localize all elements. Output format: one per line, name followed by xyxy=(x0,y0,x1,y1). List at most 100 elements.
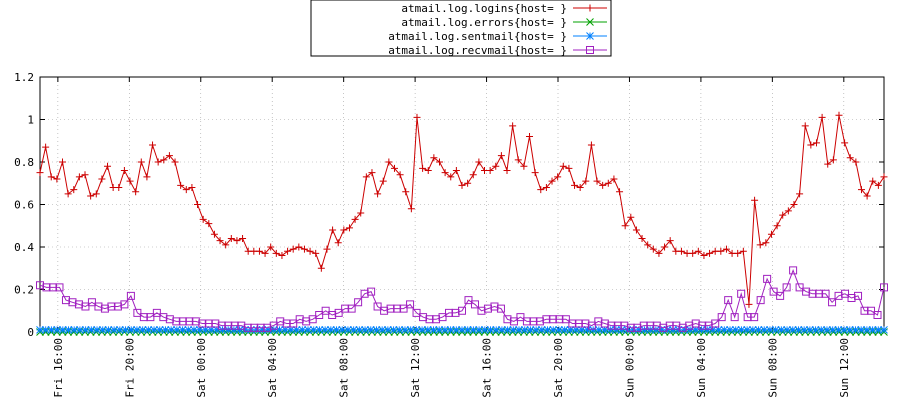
data-point xyxy=(178,326,187,334)
data-point xyxy=(880,326,888,334)
data-point xyxy=(828,326,837,334)
data-point xyxy=(361,326,369,334)
data-point xyxy=(445,308,454,317)
data-point xyxy=(869,177,877,185)
legend-label: atmail.log.logins{host= } xyxy=(401,2,567,15)
data-point xyxy=(783,326,791,334)
data-point xyxy=(419,164,427,172)
data-point xyxy=(309,326,318,334)
data-point xyxy=(120,300,129,309)
data-point xyxy=(161,326,170,334)
data-point xyxy=(854,291,863,300)
y-tick-label: 0.8 xyxy=(14,156,34,169)
data-point xyxy=(577,326,586,334)
data-point xyxy=(452,326,461,334)
data-point xyxy=(321,306,330,315)
data-point xyxy=(321,326,329,334)
data-point xyxy=(790,201,798,208)
data-point xyxy=(583,326,592,334)
data-point xyxy=(284,247,292,255)
data-point xyxy=(401,326,409,334)
data-point xyxy=(204,319,213,328)
data-point xyxy=(171,158,179,166)
data-point xyxy=(385,158,393,166)
data-point xyxy=(70,186,78,194)
data-point xyxy=(300,245,308,253)
data-point xyxy=(292,326,301,334)
data-point xyxy=(629,326,637,334)
data-point xyxy=(784,207,792,215)
y-tick-label: 0 xyxy=(27,326,34,339)
data-point xyxy=(847,294,856,302)
data-point xyxy=(380,306,389,315)
data-point xyxy=(126,291,135,300)
data-point xyxy=(509,122,517,130)
data-point xyxy=(817,326,826,334)
data-point xyxy=(267,243,275,251)
data-point xyxy=(762,239,770,247)
data-point xyxy=(278,252,286,259)
data-point xyxy=(374,190,382,198)
data-point xyxy=(555,315,564,324)
data-point xyxy=(674,326,683,334)
data-point xyxy=(212,326,221,334)
data-point xyxy=(835,111,843,119)
data-point xyxy=(53,175,61,183)
data-point xyxy=(195,326,204,334)
data-point xyxy=(604,179,612,187)
data-point xyxy=(526,326,535,334)
data-point xyxy=(243,323,252,332)
data-point xyxy=(469,326,478,334)
data-point xyxy=(829,156,837,164)
data-point xyxy=(406,300,415,309)
data-point xyxy=(498,326,506,334)
series-4 xyxy=(36,266,888,332)
data-point xyxy=(593,177,601,185)
data-point xyxy=(691,319,700,328)
data-point xyxy=(639,321,648,330)
legend-marker xyxy=(586,4,594,12)
data-point xyxy=(295,243,303,251)
x-tick-label: Sat 16:00 xyxy=(481,338,494,398)
axes: 0 0.2 0.4 0.6 0.8 1 1.2 Fri 16:00 Fri 20:00 Sat 0… xyxy=(14,71,884,398)
data-point xyxy=(332,326,341,334)
data-point xyxy=(808,289,817,298)
data-point xyxy=(328,311,337,319)
data-point xyxy=(412,308,421,317)
data-point xyxy=(36,281,44,290)
data-point xyxy=(360,289,369,298)
data-point xyxy=(806,326,814,334)
data-point xyxy=(751,196,759,204)
data-point xyxy=(841,139,849,147)
series-1 xyxy=(36,111,888,308)
data-point xyxy=(834,291,843,300)
data-point xyxy=(737,326,746,334)
data-point xyxy=(600,319,609,328)
data-point xyxy=(743,326,751,334)
legend: atmail.log.logins{host= }atmail.log.erro… xyxy=(310,0,612,57)
data-point xyxy=(773,222,781,230)
data-point xyxy=(807,141,815,149)
data-point xyxy=(438,313,447,322)
data-point xyxy=(526,133,534,140)
data-point xyxy=(53,326,61,334)
data-point xyxy=(368,169,376,177)
data-point xyxy=(537,186,545,194)
data-point xyxy=(640,326,649,334)
data-point xyxy=(531,169,539,177)
data-point xyxy=(341,304,350,313)
data-point xyxy=(230,326,238,334)
data-point xyxy=(532,326,540,334)
data-point xyxy=(697,326,706,334)
data-point xyxy=(435,158,443,166)
data-point xyxy=(486,326,495,334)
data-point xyxy=(55,283,64,292)
data-point xyxy=(98,175,106,183)
data-point xyxy=(734,249,742,257)
data-point xyxy=(520,326,529,334)
data-point xyxy=(711,319,720,328)
data-point xyxy=(469,171,477,179)
data-point xyxy=(367,287,376,296)
data-point xyxy=(315,311,324,319)
data-point xyxy=(464,296,473,305)
